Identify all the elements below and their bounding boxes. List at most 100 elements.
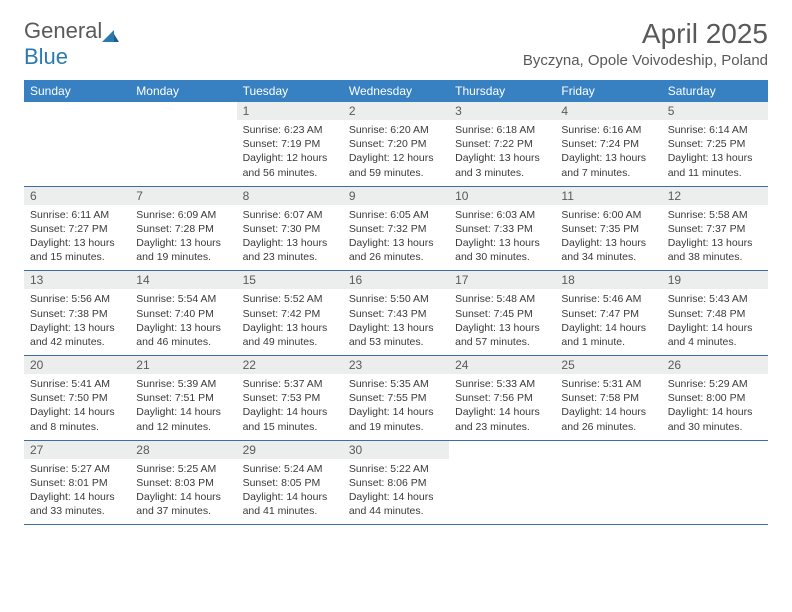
day-number-row: 20212223242526 bbox=[24, 356, 768, 375]
day-details-cell: Sunrise: 5:46 AMSunset: 7:47 PMDaylight:… bbox=[555, 289, 661, 355]
logo-sail-icon bbox=[100, 24, 120, 40]
day-details-cell: Sunrise: 6:03 AMSunset: 7:33 PMDaylight:… bbox=[449, 205, 555, 271]
day-details-cell bbox=[662, 459, 768, 525]
day-details-cell: Sunrise: 6:09 AMSunset: 7:28 PMDaylight:… bbox=[130, 205, 236, 271]
day-number-cell: 22 bbox=[237, 356, 343, 375]
header: General Blue April 2025 Byczyna, Opole V… bbox=[24, 18, 768, 70]
day-details-cell: Sunrise: 6:20 AMSunset: 7:20 PMDaylight:… bbox=[343, 120, 449, 186]
weekday-header-row: SundayMondayTuesdayWednesdayThursdayFrid… bbox=[24, 80, 768, 102]
day-number-cell bbox=[130, 102, 236, 120]
day-number-cell: 9 bbox=[343, 186, 449, 205]
day-details-cell: Sunrise: 5:25 AMSunset: 8:03 PMDaylight:… bbox=[130, 459, 236, 525]
day-number-cell: 11 bbox=[555, 186, 661, 205]
day-number-row: 13141516171819 bbox=[24, 271, 768, 290]
weekday-header: Sunday bbox=[24, 80, 130, 102]
weekday-header: Tuesday bbox=[237, 80, 343, 102]
day-number-cell: 1 bbox=[237, 102, 343, 120]
day-details-cell: Sunrise: 5:50 AMSunset: 7:43 PMDaylight:… bbox=[343, 289, 449, 355]
day-number-cell: 10 bbox=[449, 186, 555, 205]
day-details-cell: Sunrise: 5:29 AMSunset: 8:00 PMDaylight:… bbox=[662, 374, 768, 440]
logo-part1: General bbox=[24, 18, 102, 43]
weekday-header: Saturday bbox=[662, 80, 768, 102]
day-number-cell: 7 bbox=[130, 186, 236, 205]
day-details-cell: Sunrise: 5:22 AMSunset: 8:06 PMDaylight:… bbox=[343, 459, 449, 525]
weekday-header: Thursday bbox=[449, 80, 555, 102]
day-details-cell: Sunrise: 5:41 AMSunset: 7:50 PMDaylight:… bbox=[24, 374, 130, 440]
day-details-cell: Sunrise: 5:48 AMSunset: 7:45 PMDaylight:… bbox=[449, 289, 555, 355]
day-number-cell: 20 bbox=[24, 356, 130, 375]
day-number-cell bbox=[449, 440, 555, 459]
weekday-header: Wednesday bbox=[343, 80, 449, 102]
day-details-cell: Sunrise: 5:52 AMSunset: 7:42 PMDaylight:… bbox=[237, 289, 343, 355]
day-number-cell bbox=[555, 440, 661, 459]
day-details-row: Sunrise: 6:11 AMSunset: 7:27 PMDaylight:… bbox=[24, 205, 768, 271]
day-number-cell bbox=[24, 102, 130, 120]
day-number-row: 12345 bbox=[24, 102, 768, 120]
calendar-table: SundayMondayTuesdayWednesdayThursdayFrid… bbox=[24, 80, 768, 525]
logo-text: General Blue bbox=[24, 18, 120, 70]
day-number-cell: 27 bbox=[24, 440, 130, 459]
day-number-cell: 23 bbox=[343, 356, 449, 375]
day-details-cell: Sunrise: 6:07 AMSunset: 7:30 PMDaylight:… bbox=[237, 205, 343, 271]
day-details-cell: Sunrise: 5:35 AMSunset: 7:55 PMDaylight:… bbox=[343, 374, 449, 440]
day-details-cell: Sunrise: 5:24 AMSunset: 8:05 PMDaylight:… bbox=[237, 459, 343, 525]
day-details-cell: Sunrise: 6:18 AMSunset: 7:22 PMDaylight:… bbox=[449, 120, 555, 186]
day-details-cell: Sunrise: 6:16 AMSunset: 7:24 PMDaylight:… bbox=[555, 120, 661, 186]
weekday-header: Monday bbox=[130, 80, 236, 102]
day-details-cell: Sunrise: 6:00 AMSunset: 7:35 PMDaylight:… bbox=[555, 205, 661, 271]
day-details-cell: Sunrise: 6:11 AMSunset: 7:27 PMDaylight:… bbox=[24, 205, 130, 271]
day-number-cell: 30 bbox=[343, 440, 449, 459]
day-details-cell bbox=[555, 459, 661, 525]
day-number-cell: 17 bbox=[449, 271, 555, 290]
day-number-cell: 3 bbox=[449, 102, 555, 120]
day-details-cell: Sunrise: 5:39 AMSunset: 7:51 PMDaylight:… bbox=[130, 374, 236, 440]
title-block: April 2025 Byczyna, Opole Voivodeship, P… bbox=[523, 18, 768, 69]
day-details-cell: Sunrise: 5:27 AMSunset: 8:01 PMDaylight:… bbox=[24, 459, 130, 525]
day-number-cell: 26 bbox=[662, 356, 768, 375]
calendar-body: 12345 Sunrise: 6:23 AMSunset: 7:19 PMDay… bbox=[24, 102, 768, 525]
day-number-cell: 19 bbox=[662, 271, 768, 290]
day-details-cell bbox=[24, 120, 130, 186]
day-number-cell: 2 bbox=[343, 102, 449, 120]
day-details-cell: Sunrise: 5:37 AMSunset: 7:53 PMDaylight:… bbox=[237, 374, 343, 440]
day-details-cell: Sunrise: 6:14 AMSunset: 7:25 PMDaylight:… bbox=[662, 120, 768, 186]
day-details-cell bbox=[130, 120, 236, 186]
day-number-cell: 25 bbox=[555, 356, 661, 375]
logo: General Blue bbox=[24, 18, 120, 70]
day-details-cell: Sunrise: 5:58 AMSunset: 7:37 PMDaylight:… bbox=[662, 205, 768, 271]
day-number-cell: 21 bbox=[130, 356, 236, 375]
day-details-row: Sunrise: 5:27 AMSunset: 8:01 PMDaylight:… bbox=[24, 459, 768, 525]
day-number-cell bbox=[662, 440, 768, 459]
day-number-cell: 16 bbox=[343, 271, 449, 290]
month-title: April 2025 bbox=[523, 18, 768, 50]
logo-part2: Blue bbox=[24, 44, 68, 69]
day-details-row: Sunrise: 5:56 AMSunset: 7:38 PMDaylight:… bbox=[24, 289, 768, 355]
day-details-cell: Sunrise: 5:33 AMSunset: 7:56 PMDaylight:… bbox=[449, 374, 555, 440]
day-details-row: Sunrise: 5:41 AMSunset: 7:50 PMDaylight:… bbox=[24, 374, 768, 440]
day-details-cell bbox=[449, 459, 555, 525]
day-number-cell: 5 bbox=[662, 102, 768, 120]
day-number-cell: 4 bbox=[555, 102, 661, 120]
day-details-cell: Sunrise: 5:43 AMSunset: 7:48 PMDaylight:… bbox=[662, 289, 768, 355]
day-number-cell: 24 bbox=[449, 356, 555, 375]
calendar-page: General Blue April 2025 Byczyna, Opole V… bbox=[0, 0, 792, 543]
location: Byczyna, Opole Voivodeship, Poland bbox=[523, 52, 768, 69]
day-details-cell: Sunrise: 5:56 AMSunset: 7:38 PMDaylight:… bbox=[24, 289, 130, 355]
day-number-cell: 8 bbox=[237, 186, 343, 205]
day-details-cell: Sunrise: 6:05 AMSunset: 7:32 PMDaylight:… bbox=[343, 205, 449, 271]
day-number-cell: 14 bbox=[130, 271, 236, 290]
day-number-cell: 12 bbox=[662, 186, 768, 205]
day-number-cell: 6 bbox=[24, 186, 130, 205]
day-number-cell: 13 bbox=[24, 271, 130, 290]
day-number-cell: 28 bbox=[130, 440, 236, 459]
day-number-cell: 29 bbox=[237, 440, 343, 459]
day-number-cell: 18 bbox=[555, 271, 661, 290]
day-details-cell: Sunrise: 5:31 AMSunset: 7:58 PMDaylight:… bbox=[555, 374, 661, 440]
day-number-cell: 15 bbox=[237, 271, 343, 290]
weekday-header: Friday bbox=[555, 80, 661, 102]
day-details-cell: Sunrise: 5:54 AMSunset: 7:40 PMDaylight:… bbox=[130, 289, 236, 355]
day-number-row: 27282930 bbox=[24, 440, 768, 459]
day-number-row: 6789101112 bbox=[24, 186, 768, 205]
day-details-cell: Sunrise: 6:23 AMSunset: 7:19 PMDaylight:… bbox=[237, 120, 343, 186]
day-details-row: Sunrise: 6:23 AMSunset: 7:19 PMDaylight:… bbox=[24, 120, 768, 186]
